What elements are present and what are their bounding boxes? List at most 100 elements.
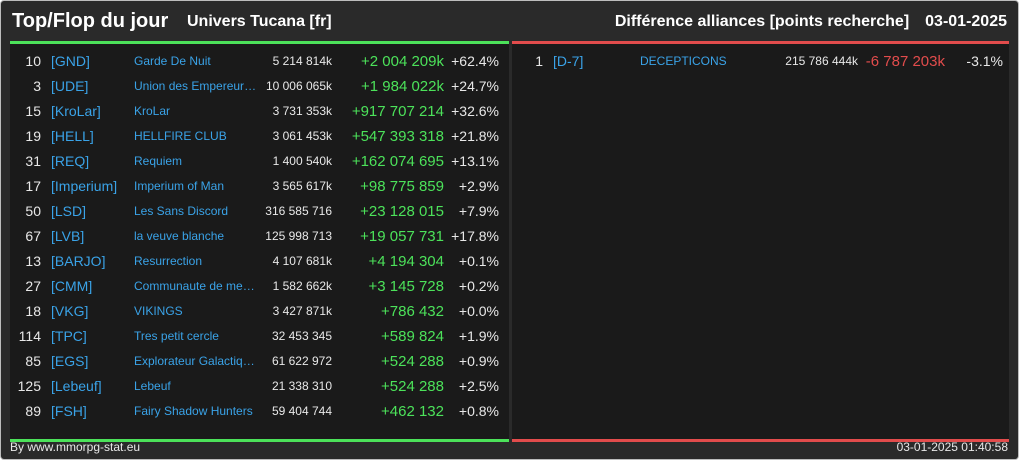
alliance-name-link[interactable]: KroLar bbox=[134, 104, 171, 118]
alliance-name-link[interactable]: Fairy Shadow Hunters bbox=[134, 404, 253, 418]
alliance-rank: 114 bbox=[18, 328, 41, 344]
alliance-tag-link[interactable]: [Lebeuf] bbox=[51, 378, 102, 394]
alliance-rank: 19 bbox=[25, 128, 41, 144]
alliance-name-link[interactable]: Les Sans Discord bbox=[134, 204, 229, 218]
alliance-name-link[interactable]: Communaute de mercenaires bbox=[134, 279, 258, 293]
page-title: Top/Flop du jour bbox=[12, 10, 169, 32]
alliance-points: 215 786 444k bbox=[785, 54, 858, 68]
alliance-name-link[interactable]: la veuve blanche bbox=[134, 229, 225, 243]
percent-change: +2.9% bbox=[458, 178, 499, 194]
alliance-rank: 17 bbox=[25, 178, 41, 194]
points-difference: +19 057 731 bbox=[360, 228, 444, 245]
percent-change: +0.2% bbox=[458, 278, 499, 294]
alliance-tag-link[interactable]: [TPC] bbox=[51, 328, 87, 344]
points-difference: +1 984 022k bbox=[361, 78, 444, 95]
alliance-tag-link[interactable]: [HELL] bbox=[51, 128, 94, 144]
universe-label: Univers Tucana [fr] bbox=[187, 13, 332, 30]
alliance-row: 17 [Imperium] Imperium of Man 3 565 617k +98… bbox=[10, 174, 509, 199]
alliance-row: 18 [VKG] VIKINGS 3 427 871k +786 432 +0.0% bbox=[10, 299, 509, 324]
percent-change: +21.8% bbox=[451, 128, 499, 144]
alliance-points: 21 338 310 bbox=[271, 379, 332, 393]
points-difference: +917 707 214 bbox=[351, 103, 444, 120]
percent-change: +32.6% bbox=[451, 103, 499, 119]
alliance-points: 125 998 713 bbox=[265, 229, 332, 243]
alliance-row: 10 [GND] Garde De Nuit 5 214 814k +2 004 209… bbox=[10, 49, 509, 74]
alliance-rank: 15 bbox=[25, 103, 41, 119]
alliance-name-link[interactable]: VIKINGS bbox=[134, 304, 183, 318]
alliance-rank: 50 bbox=[25, 203, 41, 219]
points-difference: +547 393 318 bbox=[351, 128, 444, 145]
alliance-tag-link[interactable]: [LSD] bbox=[51, 203, 87, 219]
alliance-rank: 67 bbox=[25, 228, 41, 244]
alliance-rank: 3 bbox=[33, 78, 41, 94]
alliance-name-link[interactable]: Garde De Nuit bbox=[134, 54, 211, 68]
alliance-name-link[interactable]: Lebeuf bbox=[134, 379, 171, 393]
alliance-rank: 125 bbox=[17, 378, 41, 394]
alliance-tag-link[interactable]: [D-7] bbox=[553, 53, 584, 69]
alliance-row: 19 [HELL] HELLFIRE CLUB 3 061 453k +547 393 … bbox=[10, 124, 509, 149]
percent-change: +1.9% bbox=[458, 328, 499, 344]
points-difference: +162 074 695 bbox=[351, 153, 444, 170]
alliance-row: 114 [TPC] Tres petit cercle 32 453 345 +589 … bbox=[10, 324, 509, 349]
alliance-rank: 18 bbox=[25, 303, 41, 319]
alliance-rank: 85 bbox=[25, 353, 41, 369]
alliance-tag-link[interactable]: [GND] bbox=[51, 53, 90, 69]
points-difference: +589 824 bbox=[381, 328, 444, 345]
alliance-rank: 31 bbox=[25, 153, 41, 169]
points-difference: +3 145 728 bbox=[368, 278, 445, 295]
points-difference: -6 787 203k bbox=[865, 53, 945, 70]
alliance-row: 67 [LVB] la veuve blanche 125 998 713 +19 05… bbox=[10, 224, 509, 249]
alliance-name-link[interactable]: Union des Empereurs du Cosmos bbox=[134, 79, 258, 93]
alliance-rank: 1 bbox=[535, 53, 543, 69]
alliance-points: 5 214 814k bbox=[272, 54, 332, 68]
alliance-row: 1 [D-7] DECEPTICONS 215 786 444k -6 787 203k… bbox=[512, 49, 1009, 74]
alliance-row: 31 [REQ] Requiem 1 400 540k +162 074 695 +13.… bbox=[10, 149, 509, 174]
alliance-name-link[interactable]: DECEPTICONS bbox=[640, 54, 727, 68]
alliance-tag-link[interactable]: [CMM] bbox=[51, 278, 93, 294]
alliance-row: 27 [CMM] Communaute de mercenaires 1 582 66… bbox=[10, 274, 509, 299]
alliance-points: 59 404 744 bbox=[271, 404, 332, 418]
alliance-name-link[interactable]: Tres petit cercle bbox=[134, 329, 219, 343]
alliance-rank: 27 bbox=[25, 278, 41, 294]
alliance-tag-link[interactable]: [LVB] bbox=[51, 228, 85, 244]
alliance-tag-link[interactable]: [REQ] bbox=[51, 153, 90, 169]
alliance-name-link[interactable]: Requiem bbox=[134, 154, 183, 168]
percent-change: +0.9% bbox=[458, 353, 499, 369]
alliance-name-link[interactable]: Imperium of Man bbox=[134, 179, 225, 193]
source-credit: By www.mmorpg-stat.eu bbox=[10, 440, 141, 454]
alliance-name-link[interactable]: HELLFIRE CLUB bbox=[134, 129, 227, 143]
alliance-name-link[interactable]: Explorateur Galactique Stellaire bbox=[134, 354, 258, 368]
alliance-rank: 10 bbox=[25, 53, 41, 69]
alliance-tag-link[interactable]: [KroLar] bbox=[51, 103, 101, 119]
points-difference: +524 288 bbox=[381, 353, 444, 370]
alliance-tag-link[interactable]: [BARJO] bbox=[51, 253, 106, 269]
percent-change: +0.0% bbox=[458, 303, 499, 319]
alliance-row: 125 [Lebeuf] Lebeuf 21 338 310 +524 288 +2.5% bbox=[10, 374, 509, 399]
category-label: Différence alliances [points recherche] bbox=[614, 13, 910, 30]
alliance-name-link[interactable]: Resurrection bbox=[134, 254, 203, 268]
alliance-points: 32 453 345 bbox=[271, 329, 332, 343]
percent-change: +17.8% bbox=[451, 228, 499, 244]
alliance-rank: 89 bbox=[25, 403, 41, 419]
alliance-tag-link[interactable]: [UDE] bbox=[51, 78, 89, 94]
points-difference: +4 194 304 bbox=[368, 253, 445, 270]
alliance-row: 15 [KroLar] KroLar 3 731 353k +917 707 214 +3… bbox=[10, 99, 509, 124]
alliance-tag-link[interactable]: [Imperium] bbox=[51, 178, 118, 194]
points-difference: +23 128 015 bbox=[360, 203, 444, 220]
alliance-tag-link[interactable]: [VKG] bbox=[51, 303, 89, 319]
top-losers-panel: 1 [D-7] DECEPTICONS 215 786 444k -6 787 203k… bbox=[512, 41, 1009, 442]
percent-change: +62.4% bbox=[451, 53, 499, 69]
points-difference: +524 288 bbox=[381, 378, 444, 395]
alliance-tag-link[interactable]: [EGS] bbox=[51, 353, 89, 369]
points-difference: +98 775 859 bbox=[360, 178, 444, 195]
alliance-points: 61 622 972 bbox=[271, 354, 332, 368]
points-difference: +462 132 bbox=[381, 403, 444, 420]
alliance-tag-link[interactable]: [FSH] bbox=[51, 403, 87, 419]
alliance-row: 50 [LSD] Les Sans Discord 316 585 716 +23 12… bbox=[10, 199, 509, 224]
alliance-row: 89 [FSH] Fairy Shadow Hunters 59 404 744 +46… bbox=[10, 399, 509, 424]
alliance-points: 4 107 681k bbox=[272, 254, 332, 268]
generated-timestamp: 03-01-2025 01:40:58 bbox=[896, 440, 1008, 454]
percent-change: +0.1% bbox=[458, 253, 499, 269]
alliance-rank: 13 bbox=[25, 253, 41, 269]
